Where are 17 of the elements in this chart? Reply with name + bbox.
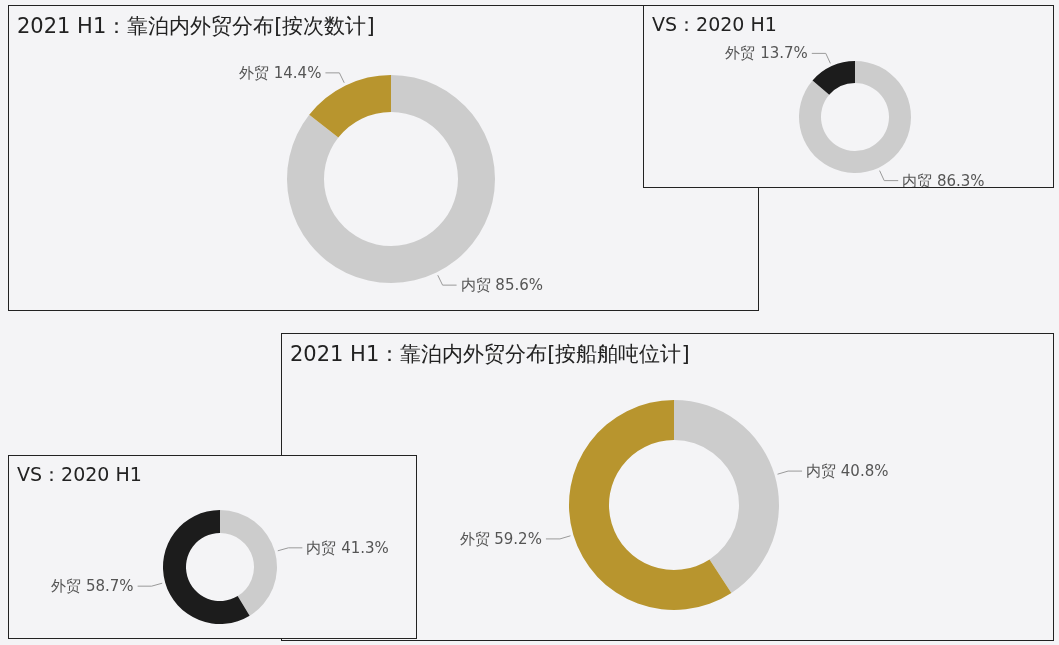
donut-slice (674, 400, 779, 593)
chart-title: 2021 H1：靠泊内外贸分布[按次数计] (17, 13, 375, 40)
chart-title: VS：2020 H1 (17, 462, 142, 487)
chart-title: VS：2020 H1 (652, 12, 777, 37)
donut-slice (220, 510, 277, 616)
slice-label: 内贸 41.3% (306, 538, 389, 557)
slice-label: 内贸 40.8% (806, 462, 889, 481)
slice-label: 内贸 85.6% (460, 276, 543, 295)
slice-label: 外贸 13.7% (725, 44, 808, 63)
donut-slice (799, 61, 911, 173)
slice-label: 外贸 58.7% (51, 577, 134, 596)
donut-slice (812, 61, 855, 95)
slice-label: 外贸 59.2% (459, 529, 542, 548)
donut-slice (163, 510, 250, 624)
donut-slice (569, 400, 732, 610)
chart-title: 2021 H1：靠泊内外贸分布[按船舶吨位计] (290, 341, 690, 368)
slice-label: 外贸 14.4% (239, 63, 322, 82)
